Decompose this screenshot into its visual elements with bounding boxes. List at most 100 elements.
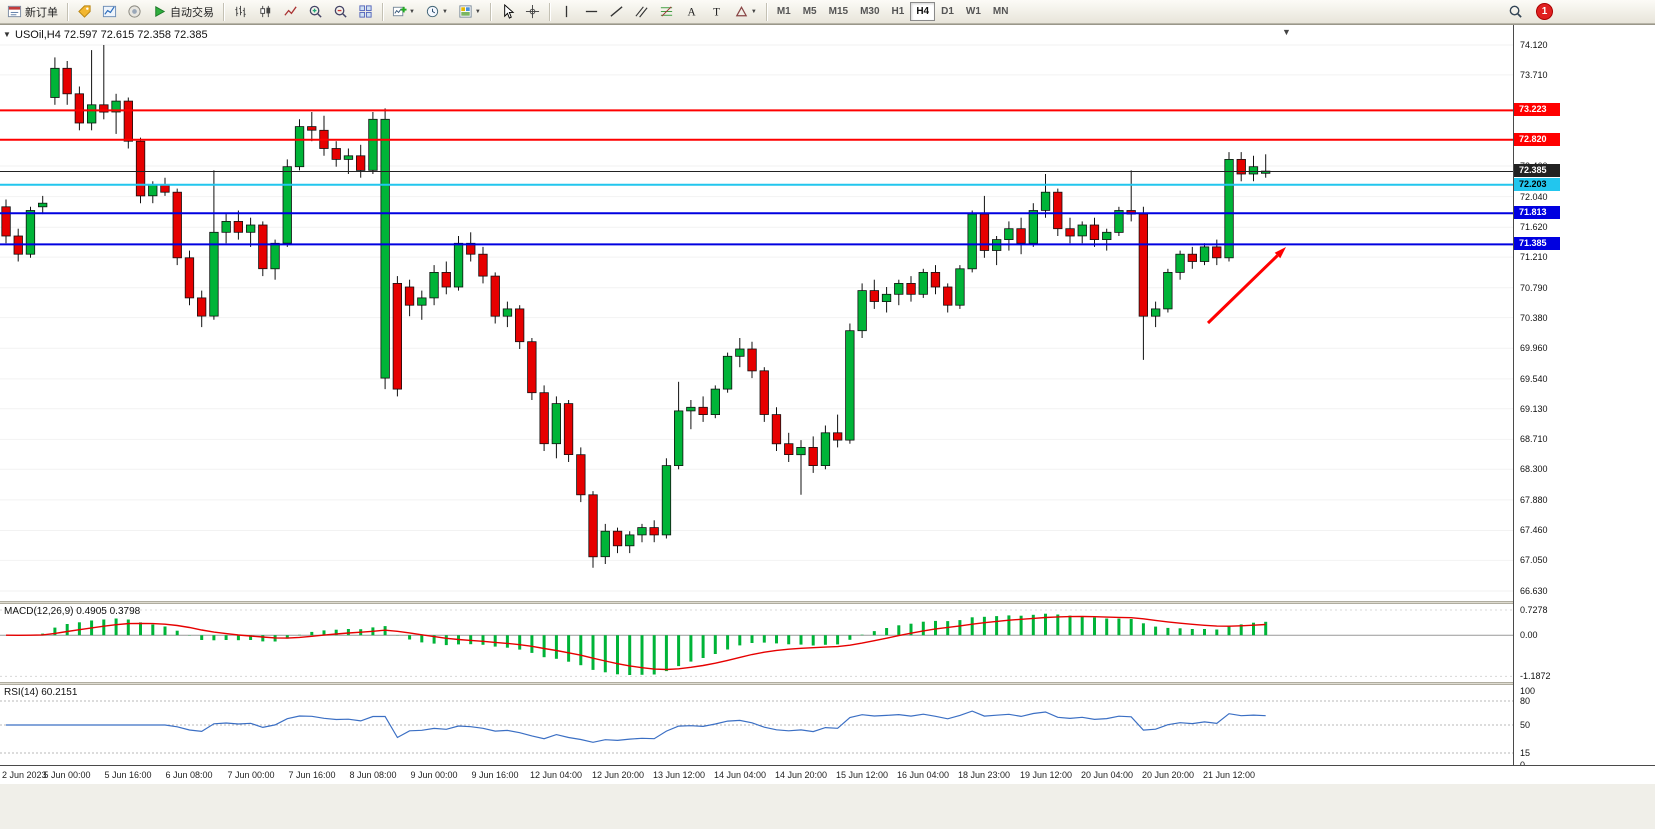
macd-axis-label: 0.7278 — [1520, 605, 1548, 615]
tf-button-H1[interactable]: H1 — [891, 6, 905, 17]
window-bottom-strip — [0, 782, 1655, 829]
macd-histogram — [16, 613, 1268, 675]
tile-windows-button[interactable] — [354, 1, 377, 23]
macd-pane[interactable]: MACD(12,26,9) 0.4905 0.3798 — [0, 604, 1513, 682]
tf-button-M5[interactable]: M5 — [802, 6, 817, 17]
one-click-trading-toggle[interactable]: ▼ — [3, 30, 11, 39]
time-axis-label: 12 Jun 20:00 — [591, 770, 645, 780]
rsi-axis-label: 15 — [1520, 748, 1531, 758]
charts-button[interactable] — [98, 1, 121, 23]
rsi-plot — [0, 700, 1513, 754]
vertical-line-button[interactable] — [555, 1, 578, 23]
market-icon — [77, 4, 92, 19]
search-button[interactable] — [1504, 1, 1527, 23]
toolbar-separator — [548, 2, 550, 21]
candlestick-chart — [0, 44, 1513, 592]
channel-button[interactable] — [630, 1, 653, 23]
rsi-axis-label: 50 — [1520, 720, 1531, 730]
label-icon: T — [709, 4, 724, 19]
time-axis-label: 13 Jun 12:00 — [652, 770, 706, 780]
time-axis-label: 5 Jun 00:00 — [43, 770, 91, 780]
candlestick-button[interactable] — [254, 1, 277, 23]
price-axis-label: 71.210 — [1520, 252, 1548, 262]
price-axis: 74.12073.71072.46072.04071.62071.21070.7… — [1513, 25, 1655, 783]
tf-button-MN[interactable]: MN — [992, 6, 1009, 17]
label-button[interactable]: T — [705, 1, 728, 23]
tf-button-M15[interactable]: M15 — [828, 6, 849, 17]
fibonacci-icon — [659, 4, 674, 19]
toolbar: 新订单 自动交易 ▼ ▼ ▼ A T ▼ M1 M5 M15 M30 H1 H4 D1 W1 MN 1 — [0, 0, 1655, 24]
price-axis-label: 74.120 — [1520, 40, 1548, 50]
period-button[interactable]: ▼ — [421, 1, 452, 23]
trendline-button[interactable] — [605, 1, 628, 23]
pane-separator[interactable] — [0, 601, 1655, 604]
price-axis-label: 70.380 — [1520, 313, 1548, 323]
time-axis-label: 19 Jun 12:00 — [1019, 770, 1073, 780]
time-axis-label: 12 Jun 04:00 — [529, 770, 583, 780]
template-button[interactable]: ▼ — [454, 1, 485, 23]
zoom-in-button[interactable] — [304, 1, 327, 23]
rsi-level-lines — [0, 700, 1513, 754]
price-level-badge: 72.203 — [1514, 178, 1560, 191]
tf-button-M30[interactable]: M30 — [860, 6, 880, 17]
symbol-ohlc-label: USOil,H4 72.597 72.615 72.358 72.385 — [15, 29, 208, 41]
tf-button-W1[interactable]: W1 — [965, 6, 981, 17]
current-price-badge: 72.385 — [1514, 164, 1560, 177]
bar-chart-button[interactable] — [229, 1, 252, 23]
zoom-in-icon — [308, 4, 323, 19]
shapes-button[interactable]: ▼ — [730, 1, 761, 23]
time-axis-label: 5 Jun 16:00 — [104, 770, 152, 780]
candlestick-series — [1, 45, 1271, 568]
new-order-button[interactable]: 新订单 — [3, 1, 62, 23]
community-button[interactable] — [123, 1, 146, 23]
trend-arrow — [1206, 247, 1286, 325]
rsi-axis-label: 100 — [1520, 686, 1536, 696]
tile-windows-icon — [358, 4, 373, 19]
channel-icon — [634, 4, 649, 19]
time-axis-label: 6 Jun 08:00 — [165, 770, 213, 780]
zoom-out-button[interactable] — [329, 1, 352, 23]
price-axis-label: 67.880 — [1520, 495, 1548, 505]
toolbar-separator — [223, 2, 224, 21]
notification-badge[interactable]: 1 — [1536, 3, 1553, 20]
tf-button-D1[interactable]: D1 — [941, 6, 954, 17]
line-chart-button[interactable] — [279, 1, 302, 23]
cursor-button[interactable] — [496, 1, 519, 23]
new-order-icon — [7, 4, 22, 19]
autotrading-button[interactable]: 自动交易 — [148, 1, 218, 23]
chart-shift-marker[interactable]: ▼ — [1282, 27, 1291, 37]
crosshair-icon — [525, 4, 540, 19]
chevron-down-icon: ▼ — [409, 8, 415, 15]
price-axis-label: 67.050 — [1520, 555, 1548, 565]
time-axis-label: 21 Jun 12:00 — [1202, 770, 1256, 780]
autotrading-button-label: 自动交易 — [170, 6, 214, 19]
trendline-icon — [609, 4, 624, 19]
price-axis-label: 66.630 — [1520, 586, 1548, 596]
crosshair-button[interactable] — [521, 1, 544, 23]
price-axis-label: 69.960 — [1520, 343, 1548, 353]
rsi-pane[interactable]: RSI(14) 60.2151 — [0, 685, 1513, 765]
horizontal-line-button[interactable] — [580, 1, 603, 23]
toolbar-right: 1 — [1503, 1, 1553, 23]
time-axis-label: 9 Jun 16:00 — [471, 770, 519, 780]
clock-icon — [425, 4, 440, 19]
tf-button-M1[interactable]: M1 — [776, 6, 791, 17]
new-chart-icon — [392, 4, 407, 19]
price-axis-label: 73.710 — [1520, 70, 1548, 80]
pane-separator[interactable] — [0, 682, 1655, 685]
tf-button-H4[interactable]: H4 — [910, 2, 936, 21]
time-axis-label: 14 Jun 20:00 — [774, 770, 828, 780]
time-axis-label: 20 Jun 20:00 — [1141, 770, 1195, 780]
text-button[interactable]: A — [680, 1, 703, 23]
line-chart-icon — [283, 4, 298, 19]
main-chart-pane[interactable]: ▼ USOil,H4 72.597 72.615 72.358 72.385 ▼ — [0, 25, 1513, 601]
time-axis-label: 20 Jun 04:00 — [1080, 770, 1134, 780]
price-axis-label: 71.620 — [1520, 222, 1548, 232]
play-icon — [152, 4, 167, 19]
market-button[interactable] — [73, 1, 96, 23]
macd-level-lines — [0, 609, 1513, 677]
toolbar-separator — [489, 2, 491, 21]
time-axis-label: 15 Jun 12:00 — [835, 770, 889, 780]
fibonacci-button[interactable] — [655, 1, 678, 23]
new-chart-button[interactable]: ▼ — [388, 1, 419, 23]
